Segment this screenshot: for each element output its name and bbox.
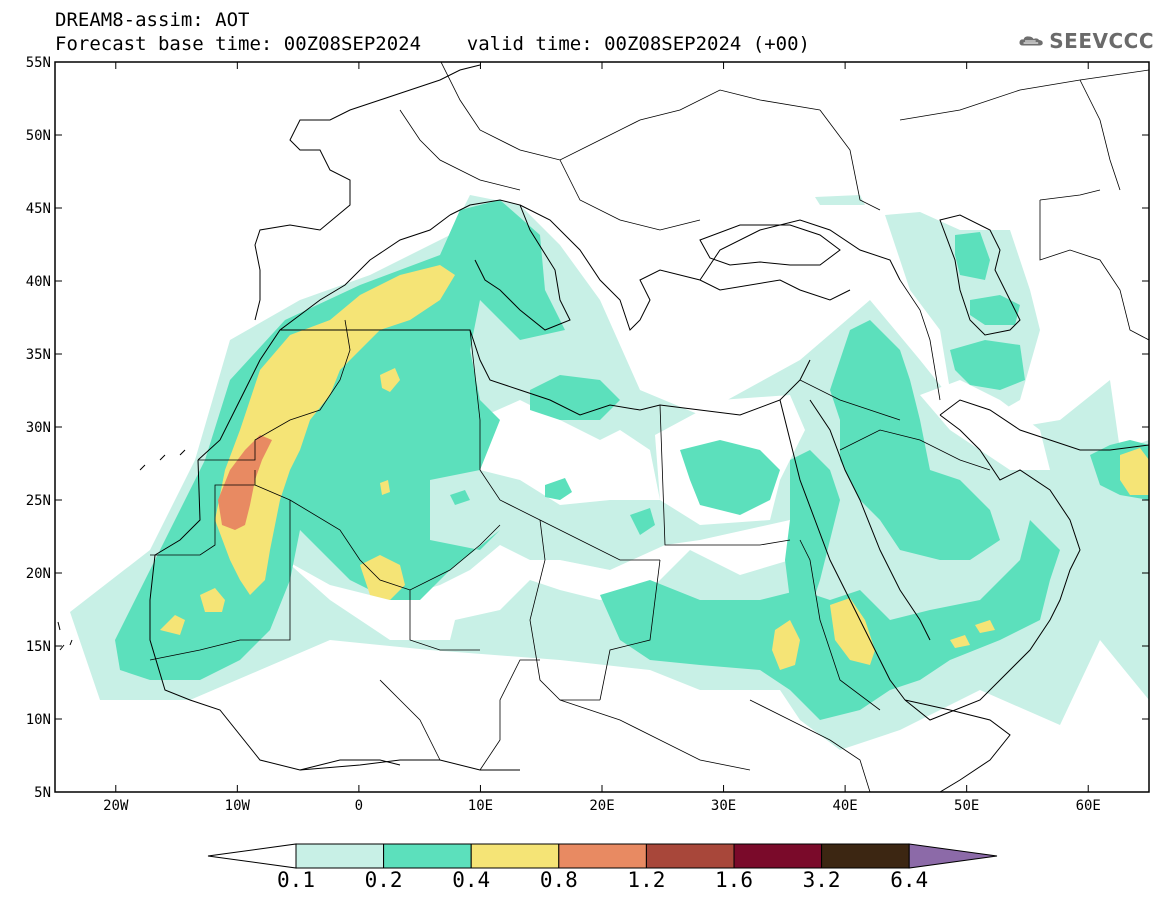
map-title: DREAM8-assim: AOT xyxy=(55,9,250,31)
lon-label: 10E xyxy=(468,798,493,814)
lon-label: 40E xyxy=(832,798,857,814)
logo-text: SEEVCCC xyxy=(1049,29,1154,53)
lat-label: 20N xyxy=(26,566,51,582)
lat-label: 35N xyxy=(26,347,51,363)
colorbar-swatch xyxy=(821,843,910,869)
aot-band-0.8 xyxy=(218,435,272,530)
colorbar-level-label: 0.8 xyxy=(539,868,578,892)
colorbar-high-arrow xyxy=(908,843,998,869)
map-plot xyxy=(55,62,1149,792)
lat-label: 5N xyxy=(34,785,51,801)
forecast-time-label: Forecast base time: 00Z08SEP2024 valid t… xyxy=(55,33,810,55)
colorbar-level-label: 0.2 xyxy=(364,868,403,892)
colorbar-swatch xyxy=(383,843,472,869)
coastlines xyxy=(57,64,1149,792)
lon-label: 20W xyxy=(103,798,129,814)
lon-label: 60E xyxy=(1076,798,1101,814)
colorbar-swatch xyxy=(470,843,560,869)
latitude-axis: 55N 50N 45N 40N 35N 30N 25N 20N 15N 10N 5N xyxy=(26,55,1149,801)
aot-band-0.4 xyxy=(160,265,1149,670)
colorbar-level-label: 0.1 xyxy=(277,868,315,892)
lon-label: 30E xyxy=(711,798,736,814)
lon-label: 20E xyxy=(589,798,614,814)
lat-label: 45N xyxy=(26,201,51,217)
lon-label: 10W xyxy=(225,798,251,814)
lat-label: 10N xyxy=(26,712,51,728)
seevccc-logo: SEEVCCC xyxy=(1018,28,1154,54)
colorbar-swatch xyxy=(733,843,823,869)
lon-label: 0 xyxy=(355,798,363,814)
lat-label: 30N xyxy=(26,420,51,436)
aot-field xyxy=(70,195,1149,750)
lon-label: 50E xyxy=(954,798,979,814)
lat-label: 40N xyxy=(26,274,51,290)
colorbar-swatch xyxy=(645,843,735,869)
lat-label: 50N xyxy=(26,128,51,144)
lat-label: 25N xyxy=(26,493,51,509)
colorbar-low-arrow xyxy=(207,843,297,869)
cloud-icon xyxy=(1019,36,1043,46)
colorbar-level-label: 6.4 xyxy=(890,868,929,892)
lat-label: 15N xyxy=(26,639,51,655)
lat-label: 55N xyxy=(26,55,51,71)
colorbar xyxy=(207,843,998,869)
colorbar-level-label: 3.2 xyxy=(802,868,841,892)
colorbar-swatch xyxy=(295,843,385,869)
country-borders xyxy=(149,62,1149,792)
colorbar-level-label: 1.2 xyxy=(627,868,666,892)
colorbar-level-label: 0.4 xyxy=(452,868,491,892)
colorbar-swatch xyxy=(558,843,647,869)
longitude-axis: 20W 10W 0 10E 20E 30E 40E 50E 60E xyxy=(103,62,1101,814)
colorbar-level-label: 1.6 xyxy=(715,868,753,892)
